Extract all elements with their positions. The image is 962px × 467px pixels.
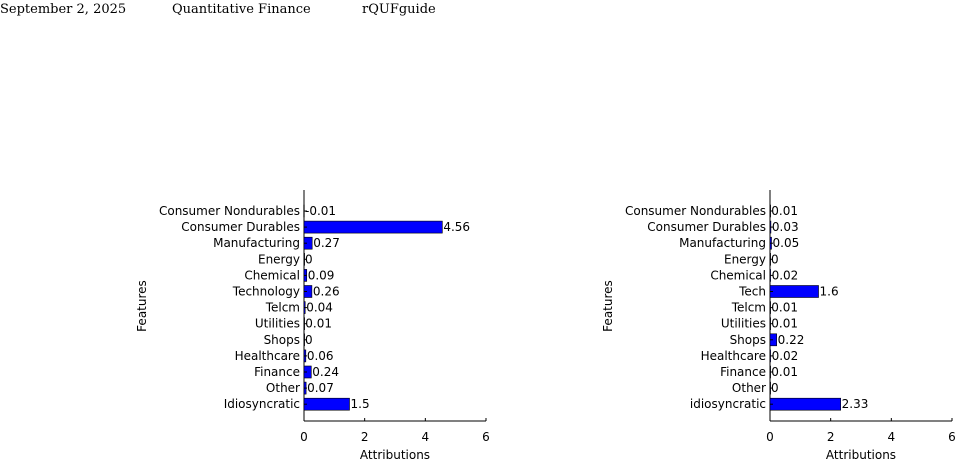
chart2-value-label: 1.6 [820, 285, 839, 299]
chart2-category-label: Utilities [721, 317, 766, 331]
chart1-value-label: 0 [305, 252, 313, 266]
chart2-value-label: 0 [771, 381, 779, 395]
chart2-bar [769, 397, 841, 411]
chart2-category-label: Finance [720, 365, 766, 379]
chart1-bar [303, 397, 350, 411]
chart2-x-axis-label: Attributions [826, 448, 896, 462]
chart2-value-label: 0.22 [778, 333, 805, 347]
chart1-category-label: Manufacturing [213, 236, 300, 250]
chart1-value-label: 0.09 [308, 268, 335, 282]
chart2-category-label: Other [732, 381, 766, 395]
chart1-x-tick-label: 0 [300, 430, 308, 444]
chart1-category-label: Other [266, 381, 300, 395]
chart2-category-label: Telcm [731, 301, 766, 315]
chart2-category-label: Energy [724, 252, 766, 266]
chart2-category-label: Tech [738, 285, 766, 299]
chart2-value-label: 0.02 [772, 349, 799, 363]
chart2-category-label: Consumer Nondurables [625, 204, 766, 218]
chart1-value-label: 0.24 [312, 365, 339, 379]
chart2-value-label: 0.01 [771, 301, 798, 315]
chart2-value-label: 0.03 [772, 220, 799, 234]
chart1-x-tick-label: 4 [422, 430, 430, 444]
chart1-bar [303, 220, 443, 234]
chart1-value-label: 0.06 [307, 349, 334, 363]
chart1-value-label: -0.01 [305, 204, 336, 218]
chart2-category-label: Healthcare [701, 349, 766, 363]
chart1-value-label: 1.5 [351, 397, 370, 411]
chart2-bar [769, 285, 819, 298]
chart1-category-label: Idiosyncratic [224, 397, 300, 411]
chart2-x-tick-label: 4 [888, 430, 896, 444]
chart1-y-axis-label: Features [135, 280, 149, 332]
chart1-value-label: 0.26 [313, 285, 340, 299]
chart2-value-label: 0.01 [771, 317, 798, 331]
chart2-value-label: 2.33 [842, 397, 869, 411]
chart2-category-label: idiosyncratic [690, 397, 766, 411]
chart1-category-label: Finance [254, 365, 300, 379]
header-date: September 2, 2025 [0, 2, 127, 17]
chart2-value-label: 0.02 [772, 268, 799, 282]
chart2-x-tick-label: 6 [948, 430, 956, 444]
chart1-x-tick-label: 2 [361, 430, 369, 444]
header-journal: Quantitative Finance [172, 2, 311, 17]
chart2-x-tick-label: 0 [766, 430, 774, 444]
chart2-category-label: Consumer Durables [647, 220, 766, 234]
chart1-category-label: Consumer Nondurables [159, 204, 300, 218]
chart2-value-label: 0.01 [771, 365, 798, 379]
chart1-value-label: 4.56 [443, 220, 470, 234]
chart1-x-axis-label: Attributions [360, 448, 430, 462]
chart1-x-tick-label: 6 [482, 430, 490, 444]
chart2-y-axis-label: Features [601, 280, 615, 332]
chart1-category-label: Telcm [265, 301, 300, 315]
chart1-value-label: 0.27 [313, 236, 340, 250]
chart2-value-label: 0.01 [771, 204, 798, 218]
chart1-category-label: Consumer Durables [181, 220, 300, 234]
chart2-category-label: Manufacturing [679, 236, 766, 250]
chart2-category-label: Chemical [710, 268, 766, 282]
chart1-value-label: 0.07 [307, 381, 334, 395]
chart1-value-label: 0 [305, 333, 313, 347]
chart1-category-label: Shops [264, 333, 300, 347]
chart2-value-label: 0.05 [773, 236, 800, 250]
chart2-value-label: 0 [771, 252, 779, 266]
chart1-category-label: Healthcare [235, 349, 300, 363]
chart2-x-tick-label: 2 [827, 430, 835, 444]
chart1-category-label: Chemical [244, 268, 300, 282]
chart1-value-label: 0.01 [305, 317, 332, 331]
header-guide: rQUFguide [362, 2, 436, 17]
chart1-category-label: Technology [232, 285, 300, 299]
chart1-value-label: 0.04 [306, 301, 333, 315]
chart1-category-label: Utilities [255, 317, 300, 331]
chart2-category-label: Shops [730, 333, 766, 347]
chart1-category-label: Energy [258, 252, 300, 266]
